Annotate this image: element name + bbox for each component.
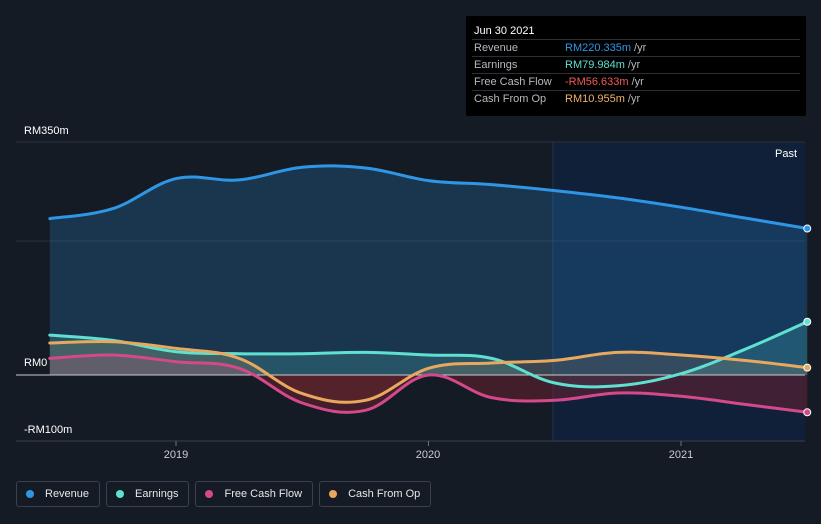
legend: Revenue Earnings Free Cash Flow Cash Fro…	[16, 481, 432, 509]
tooltip-label: Free Cash Flow	[474, 76, 552, 88]
legend-item-cash-from-op[interactable]: Cash From Op	[319, 481, 432, 507]
legend-item-revenue[interactable]: Revenue	[16, 481, 101, 507]
legend-dot-icon	[205, 490, 214, 498]
legend-dot-icon	[329, 490, 338, 498]
tooltip-label: Cash From Op	[474, 93, 547, 105]
legend-label: Cash From Op	[348, 488, 421, 500]
tooltip-unit: /yr	[627, 93, 641, 105]
tooltip-row-cash-from-op: Cash From Op RM10.955m/yr	[472, 90, 800, 108]
series-line-earnings	[48, 320, 809, 389]
tooltip-unit: /yr	[627, 59, 641, 71]
x-tick-label-2021: 2021	[669, 449, 693, 461]
legend-dot-icon	[26, 490, 34, 498]
area-free-cash-flow	[49, 354, 808, 375]
tooltip-label: Revenue	[474, 42, 519, 54]
tooltip-row-earnings: Earnings RM79.984m/yr	[472, 56, 800, 74]
x-tick-label-2019: 2019	[164, 449, 188, 461]
tooltip-label: Earnings	[474, 59, 518, 71]
tooltip-unit: /yr	[634, 42, 647, 54]
tooltip-unit: /yr	[631, 76, 644, 88]
tooltip-value: RM79.984m	[565, 59, 625, 71]
tooltip-date: Jun 30 2021	[474, 25, 535, 37]
past-region	[553, 142, 805, 441]
legend-dot-icon	[116, 490, 125, 498]
y-tick-label-bottom: -RM100m	[24, 424, 72, 436]
series-line-cash-from-op	[48, 339, 809, 404]
legend-label: Earnings	[135, 488, 179, 500]
series-endpoint-cash-from-op	[803, 363, 812, 372]
legend-item-free-cash-flow[interactable]: Free Cash Flow	[195, 481, 314, 507]
y-tick-label-top: RM350m	[24, 125, 69, 137]
series-endpoint-revenue	[803, 224, 812, 233]
legend-label: Revenue	[45, 488, 90, 500]
tooltip-row-revenue: Revenue RM220.335m/yr	[472, 39, 800, 57]
tooltip-value: RM10.955m	[565, 93, 625, 105]
tooltip-value: -RM56.633m	[565, 76, 629, 88]
series-endpoint-free-cash-flow	[803, 408, 812, 417]
area-cash-from-op	[49, 341, 808, 375]
series-line-free-cash-flow	[48, 353, 809, 414]
legend-label: Free Cash Flow	[224, 488, 303, 500]
tooltip: Jun 30 2021 Revenue RM220.335m/yr Earnin…	[466, 16, 806, 116]
legend-item-earnings[interactable]: Earnings	[106, 481, 190, 507]
series-line-revenue	[48, 164, 809, 230]
area-revenue	[49, 165, 808, 375]
tooltip-value: RM220.335m	[565, 42, 632, 54]
area-negative-earnings	[49, 375, 808, 387]
area-earnings	[49, 321, 808, 375]
tooltip-row-free-cash-flow: Free Cash Flow -RM56.633m/yr	[472, 73, 800, 91]
past-label: Past	[775, 148, 797, 160]
x-tick-label-2020: 2020	[416, 449, 440, 461]
y-tick-label-zero: RM0	[24, 357, 47, 369]
series-endpoint-earnings	[803, 317, 812, 326]
